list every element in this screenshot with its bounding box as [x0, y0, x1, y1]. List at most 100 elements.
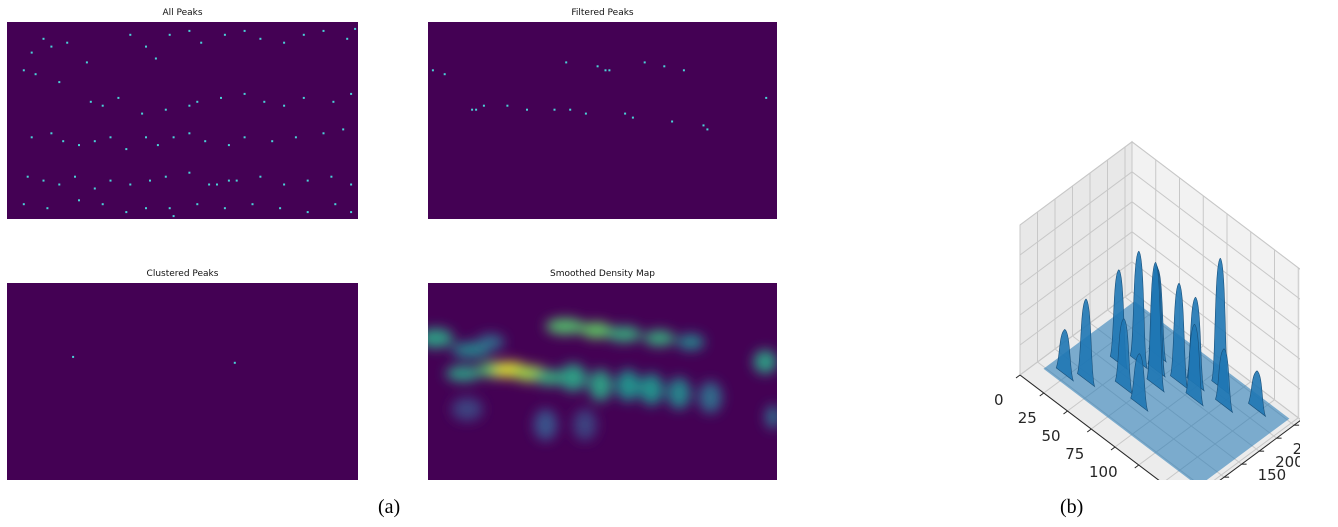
- peak-point: [22, 69, 25, 72]
- peak-point: [101, 104, 104, 107]
- surface-peak: [1114, 318, 1133, 395]
- peak-point: [223, 33, 226, 36]
- density-blob: [667, 377, 691, 410]
- density-blob: [765, 405, 777, 429]
- peak-point: [306, 211, 309, 214]
- peak-point: [482, 104, 485, 107]
- surface-3d-plot: 02550751001251501750501001502002503000.0…: [994, 140, 1300, 480]
- peak-point: [443, 73, 446, 76]
- peak-point: [66, 41, 69, 44]
- surface-peak: [1055, 329, 1074, 382]
- peak-point: [85, 61, 88, 64]
- peak-point: [58, 81, 61, 84]
- peak-point: [322, 132, 325, 135]
- peak-point: [682, 69, 685, 72]
- x-tick-label: 100: [1089, 463, 1118, 480]
- peak-point: [259, 175, 262, 178]
- peak-point: [271, 140, 274, 143]
- peak-point: [93, 140, 96, 143]
- peak-point: [50, 45, 53, 48]
- surface-peak: [1129, 250, 1148, 370]
- all-peaks-title: All Peaks: [162, 8, 203, 18]
- peak-point: [168, 207, 171, 210]
- peak-point: [283, 183, 286, 186]
- peak-point: [342, 128, 345, 131]
- peak-point: [283, 41, 286, 44]
- peak-point: [109, 136, 112, 139]
- y-tick-label: 250: [1293, 440, 1300, 458]
- x-tick-label: 25: [1018, 409, 1037, 427]
- density-blob: [545, 318, 585, 335]
- density-blob: [445, 365, 481, 382]
- peak-point: [235, 179, 238, 182]
- density-blob: [677, 334, 705, 350]
- peak-point: [72, 355, 75, 358]
- peak-point: [332, 100, 335, 103]
- peak-point: [233, 361, 236, 364]
- peak-point: [506, 104, 509, 107]
- clustered-peaks-title: Clustered Peaks: [146, 269, 219, 279]
- peak-point: [78, 199, 80, 202]
- peak-point: [188, 29, 191, 32]
- x-tick-label: 50: [1042, 427, 1061, 445]
- density-blob: [451, 397, 483, 421]
- density-blob: [753, 350, 777, 374]
- peak-point: [149, 179, 151, 182]
- surface-peak: [1248, 370, 1267, 418]
- peak-point: [125, 148, 128, 151]
- peak-point: [526, 108, 528, 111]
- peak-point: [58, 183, 61, 186]
- peak-point: [259, 37, 262, 40]
- peak-point: [227, 144, 230, 147]
- all-peaks-plot: [22, 27, 357, 218]
- peak-point: [42, 37, 45, 40]
- peak-point: [350, 211, 353, 214]
- all-peaks-map: [7, 22, 358, 219]
- peak-point: [302, 33, 305, 36]
- peak-point: [584, 112, 587, 115]
- peak-point: [223, 207, 226, 210]
- peak-point: [26, 175, 29, 178]
- peak-point: [172, 136, 175, 139]
- surface-peak: [1185, 323, 1204, 407]
- density-blob: [580, 322, 613, 339]
- y-tick-label: 100: [1240, 479, 1269, 480]
- filtered-peaks-title: Filtered Peaks: [571, 8, 634, 18]
- density-blob: [588, 369, 613, 402]
- density-blob: [606, 326, 642, 343]
- peak-point: [354, 27, 357, 30]
- x-tick-label: 0: [994, 391, 1004, 409]
- peak-point: [93, 187, 96, 190]
- density-map: [428, 283, 777, 480]
- peak-point: [188, 171, 191, 174]
- peak-point: [671, 120, 674, 123]
- peak-point: [156, 144, 159, 147]
- density-blob: [533, 369, 566, 386]
- peak-point: [78, 144, 80, 147]
- peak-point: [204, 140, 207, 143]
- peak-point: [243, 136, 246, 139]
- filtered-peaks-map: [428, 22, 777, 219]
- surface-peak: [1077, 298, 1096, 388]
- peak-point: [294, 136, 297, 139]
- density-map-plot: [428, 283, 777, 480]
- y-tick-label: 150: [1258, 466, 1287, 480]
- peak-point: [164, 175, 167, 178]
- peak-point: [765, 96, 768, 99]
- surface-peak: [1146, 262, 1165, 393]
- peak-point: [279, 207, 282, 210]
- peak-point: [50, 132, 53, 135]
- density-blob: [477, 334, 505, 350]
- peak-point: [706, 128, 709, 131]
- density-map-title: Smoothed Density Map: [550, 269, 655, 279]
- peak-point: [243, 92, 246, 95]
- caption-a: (a): [378, 496, 401, 518]
- caption-b: (b): [1060, 496, 1084, 518]
- peak-point: [196, 203, 199, 206]
- peak-point: [188, 132, 191, 135]
- density-blob: [533, 409, 558, 441]
- peak-point: [220, 96, 222, 99]
- peak-point: [129, 183, 132, 186]
- peak-point: [164, 108, 167, 111]
- peak-point: [141, 112, 144, 115]
